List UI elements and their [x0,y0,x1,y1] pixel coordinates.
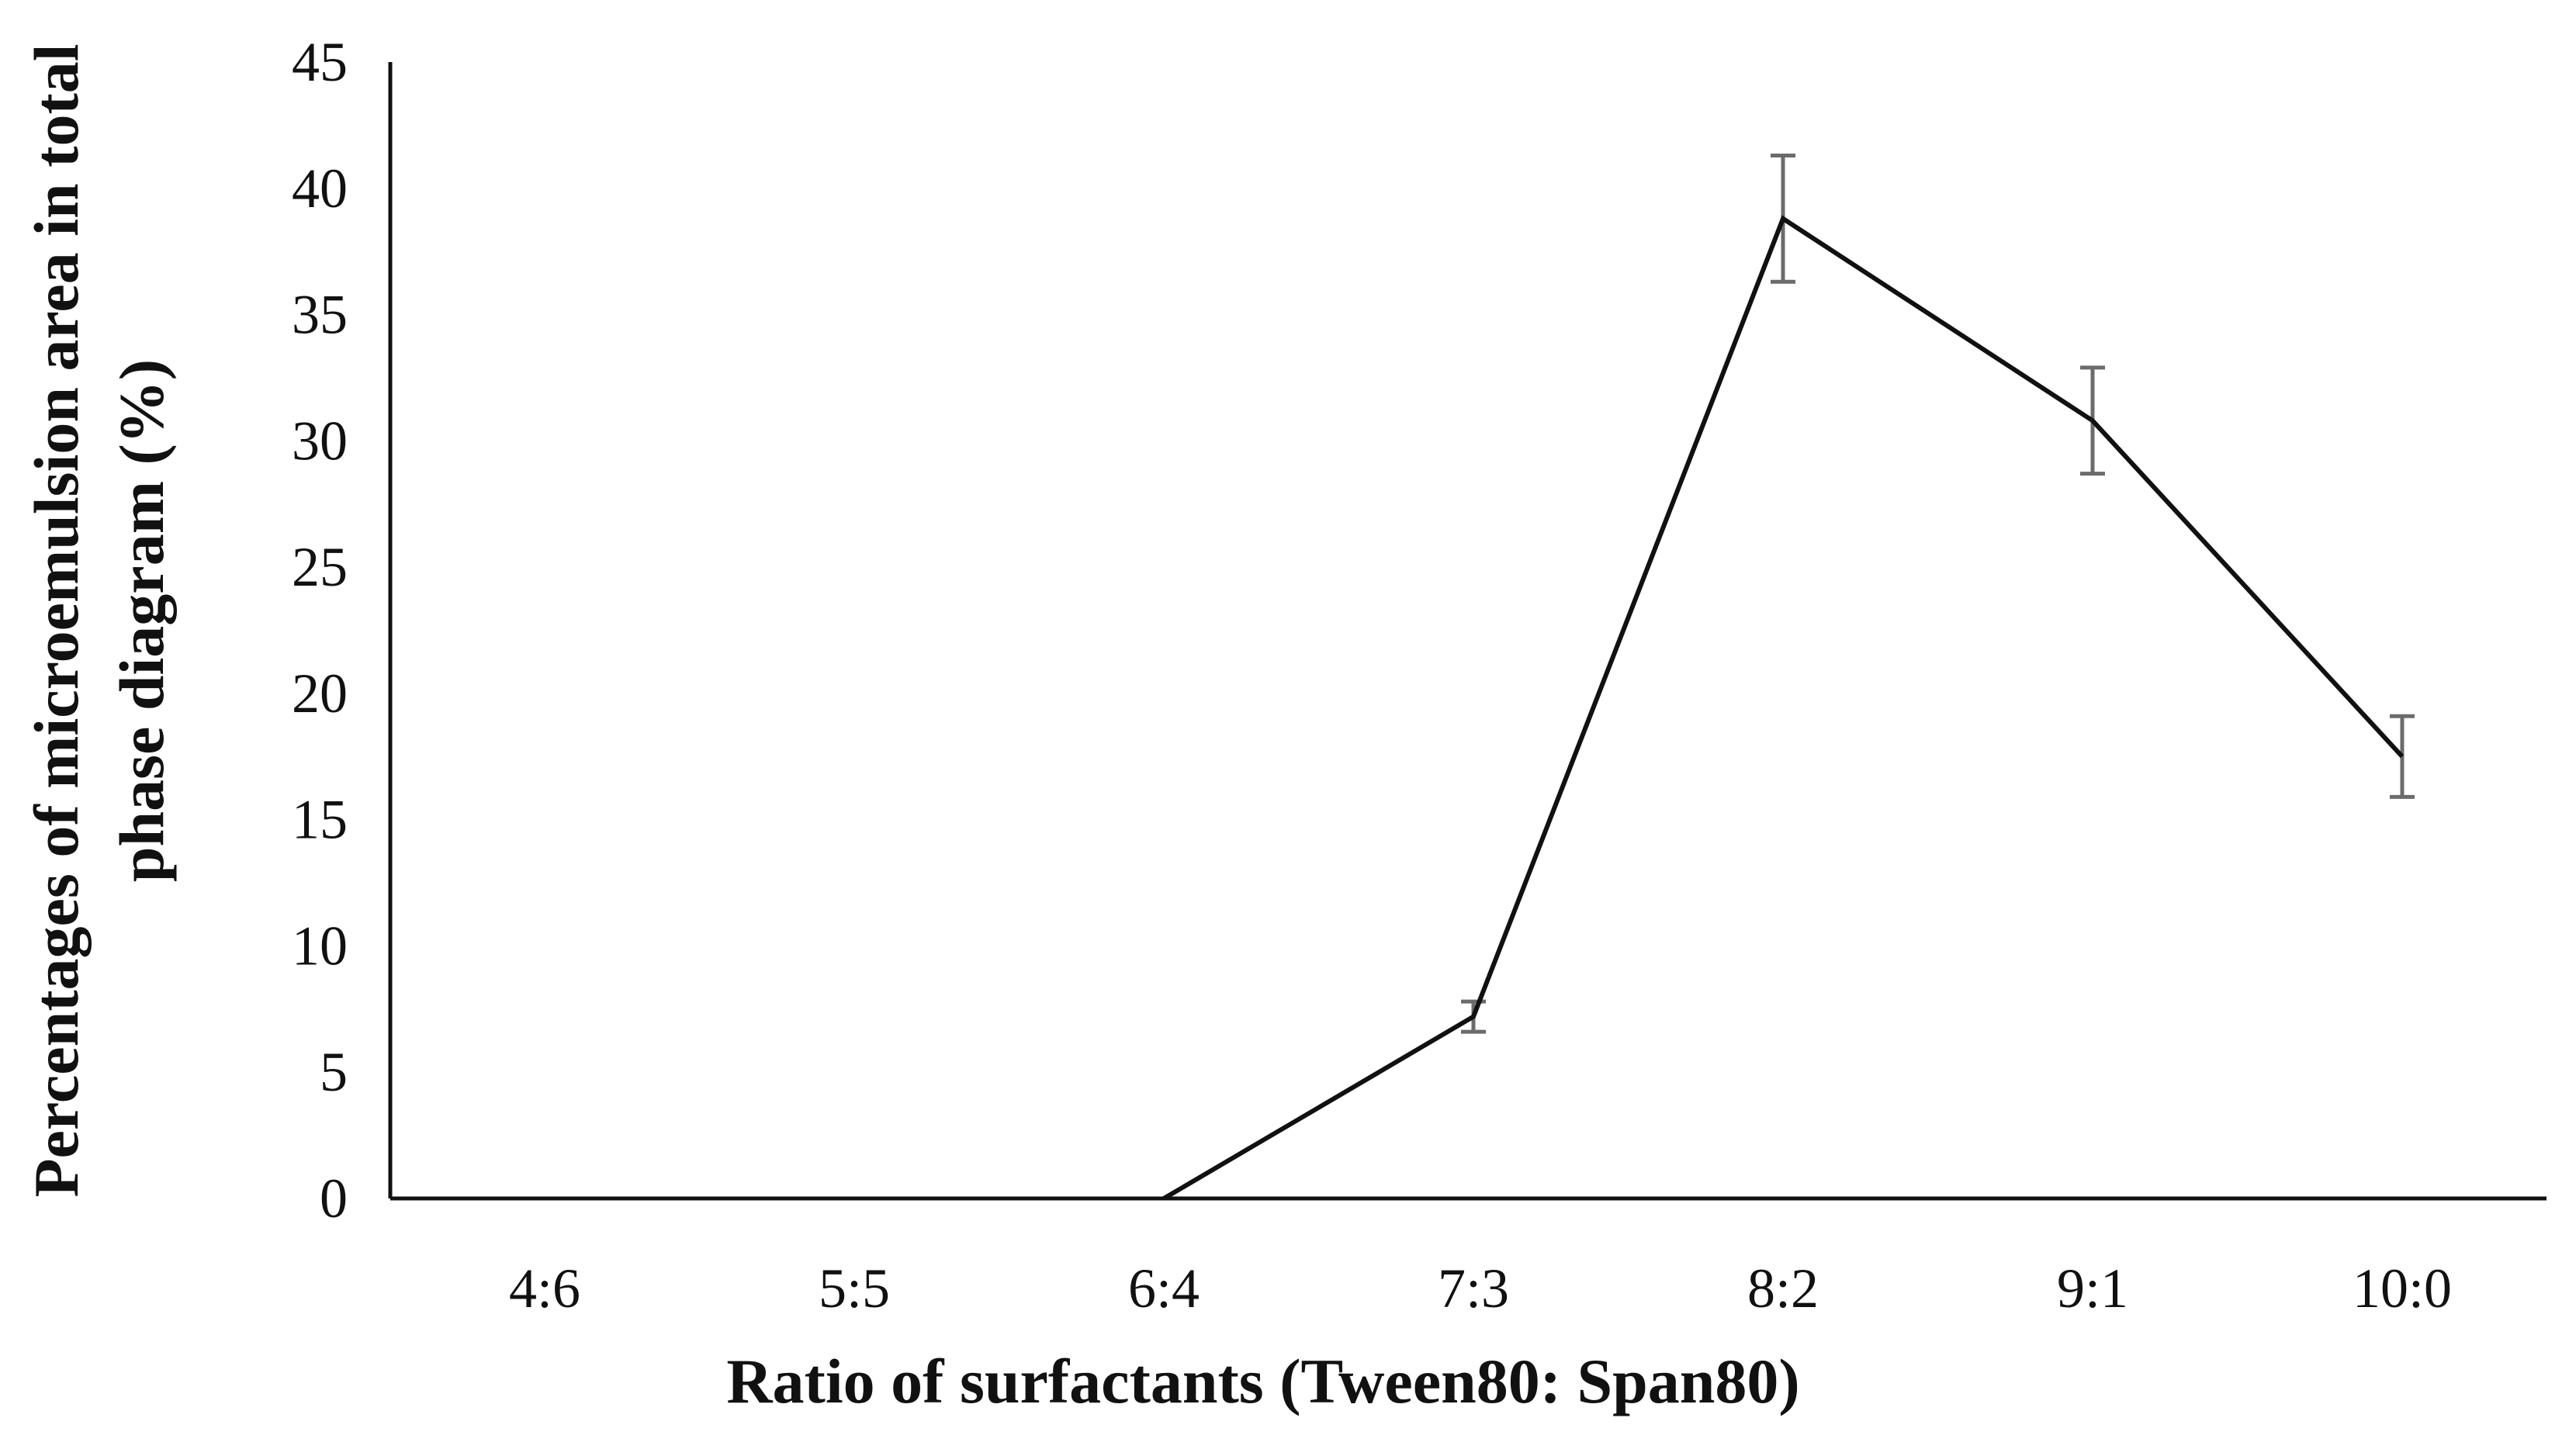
x-tick-label: 7:3 [1438,1257,1509,1319]
x-tick-label: 4:6 [509,1257,580,1319]
y-tick-label: 20 [292,662,348,725]
x-axis-title: Ratio of surfactants (Tween80: Span80) [726,1346,1799,1416]
y-tick-label: 5 [320,1041,348,1103]
x-tick-label: 9:1 [2057,1257,2128,1319]
y-tick-label: 10 [292,915,348,977]
y-axis-ticks: 0 5 10 15 20 25 30 35 40 45 [292,31,348,1229]
axes [388,62,2546,1201]
error-bar [2390,714,2415,799]
x-axis-ticks: 4:6 5:5 6:4 7:3 8:2 9:1 10:0 [509,1257,2452,1319]
x-tick-label: 5:5 [819,1257,890,1319]
y-tick-label: 35 [292,284,348,346]
y-tick-label: 0 [320,1167,348,1229]
y-tick-label: 15 [292,789,348,851]
series-line [1162,215,2404,1201]
y-tick-label: 40 [292,157,348,220]
error-bars [1461,153,2415,1034]
y-tick-label: 30 [292,410,348,472]
y-axis-title-line: Percentages of microemulsion area in tot… [21,43,92,1197]
y-axis-title: Percentages of microemulsion area in tot… [21,43,177,1197]
x-tick-label: 10:0 [2353,1257,2452,1319]
x-tick-label: 6:4 [1128,1257,1200,1319]
y-tick-label: 25 [292,536,348,598]
series-group [1162,215,2404,1201]
x-tick-label: 8:2 [1747,1257,1819,1319]
y-tick-label: 45 [292,31,348,93]
y-axis-title-line: phase diagram (%) [106,359,177,882]
